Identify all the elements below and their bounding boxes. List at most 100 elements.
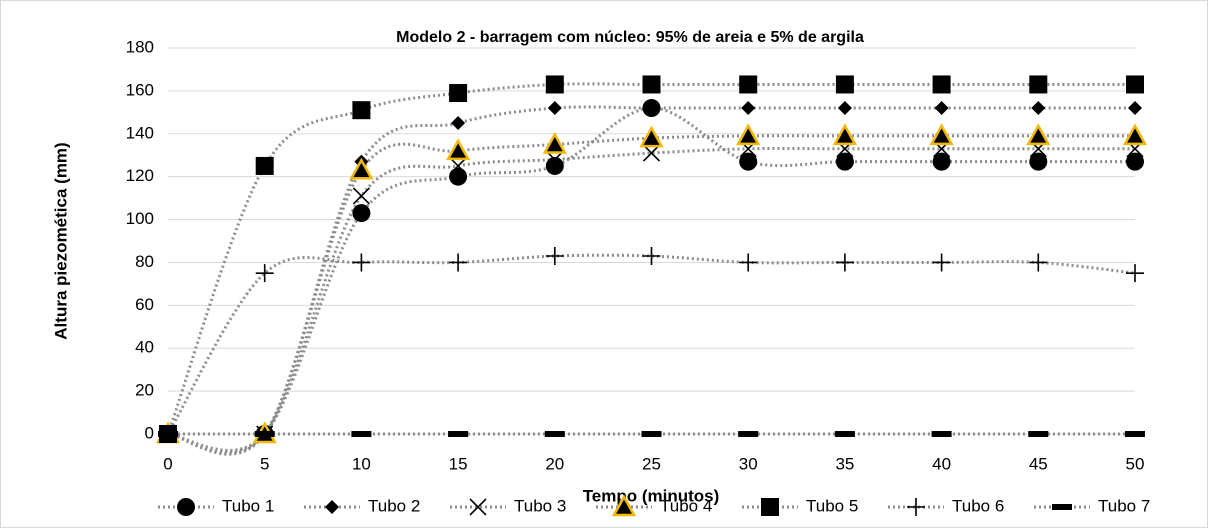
marker xyxy=(835,253,854,272)
marker xyxy=(448,431,469,437)
marker xyxy=(449,84,468,103)
x-tick-label: 40 xyxy=(932,454,951,473)
marker xyxy=(934,101,949,116)
legend-item: Tubo 1 xyxy=(158,496,274,516)
legend-label: Tubo 1 xyxy=(222,496,274,515)
series-line xyxy=(166,82,1135,435)
marker xyxy=(352,253,371,272)
marker xyxy=(931,431,952,437)
marker xyxy=(254,431,275,437)
marker xyxy=(545,247,564,266)
marker xyxy=(739,75,758,94)
marker xyxy=(545,75,564,94)
series-line xyxy=(166,253,1136,435)
marker xyxy=(542,131,567,154)
y-tick-label: 40 xyxy=(135,338,154,357)
marker xyxy=(738,431,759,437)
marker xyxy=(642,75,661,94)
marker xyxy=(255,264,274,283)
marker xyxy=(1126,75,1144,94)
marker xyxy=(639,125,664,148)
legend-label: Tubo 2 xyxy=(368,496,420,515)
marker xyxy=(451,116,466,131)
marker xyxy=(351,431,372,437)
x-axis-title: Tempo (minutos) xyxy=(583,486,720,505)
chart-title: Modelo 2 - barragem com núcleo: 95% de a… xyxy=(396,29,864,46)
marker xyxy=(1126,264,1144,283)
x-tick-label: 50 xyxy=(1126,454,1145,473)
marker xyxy=(449,167,468,186)
marker xyxy=(1128,101,1142,116)
marker xyxy=(1029,75,1048,94)
y-tick-label: 80 xyxy=(135,252,154,271)
marker xyxy=(445,138,471,161)
marker xyxy=(835,75,854,94)
marker xyxy=(352,187,370,205)
legend-label: Tubo 6 xyxy=(952,496,1004,515)
legend-label: Tubo 7 xyxy=(1098,496,1150,515)
y-tick-label: 0 xyxy=(145,423,154,442)
marker xyxy=(349,157,374,180)
x-tick-label: 10 xyxy=(352,454,371,473)
marker xyxy=(352,101,371,120)
marker xyxy=(932,253,951,272)
series-line xyxy=(167,146,1135,454)
marker xyxy=(545,156,564,175)
x-tick-label: 20 xyxy=(545,454,564,473)
legend-item: Tubo 2 xyxy=(304,496,420,515)
legend-item: Tubo 3 xyxy=(450,496,566,516)
marker xyxy=(641,431,662,437)
marker xyxy=(642,144,661,162)
marker xyxy=(1029,253,1048,272)
legend-item: Tubo 5 xyxy=(742,496,858,516)
y-tick-label: 100 xyxy=(126,209,154,228)
y-tick-label: 160 xyxy=(126,80,154,99)
x-tick-label: 45 xyxy=(1029,454,1048,473)
legend-marker xyxy=(177,498,195,516)
y-tick-label: 180 xyxy=(126,37,154,56)
x-tick-label: 15 xyxy=(449,454,468,473)
marker xyxy=(1125,431,1145,437)
marker xyxy=(1029,152,1048,171)
marker xyxy=(547,101,562,116)
x-tick-label: 0 xyxy=(163,454,172,473)
series-line xyxy=(167,134,1135,456)
legend-marker xyxy=(469,498,487,516)
marker xyxy=(932,152,951,171)
marker xyxy=(835,152,854,171)
y-axis-title: Altura piezomética (mm) xyxy=(51,142,70,339)
legend-marker xyxy=(1052,504,1072,510)
y-tick-label: 60 xyxy=(135,295,154,314)
marker xyxy=(644,101,659,116)
marker xyxy=(741,101,756,116)
y-tick-label: 140 xyxy=(126,123,154,142)
legend-marker xyxy=(907,498,925,516)
marker xyxy=(832,123,858,146)
marker xyxy=(255,156,274,175)
marker xyxy=(1126,152,1144,171)
marker xyxy=(739,152,758,171)
x-tick-label: 25 xyxy=(642,454,661,473)
marker xyxy=(834,431,855,437)
legend-item: Tubo 7 xyxy=(1034,496,1150,515)
x-tick-label: 30 xyxy=(739,454,758,473)
marker xyxy=(1026,123,1051,146)
y-tick-label: 120 xyxy=(126,166,154,185)
legend-label: Tubo 3 xyxy=(514,496,566,515)
marker xyxy=(1122,123,1148,146)
marker xyxy=(929,123,954,146)
marker xyxy=(736,123,761,146)
marker xyxy=(544,431,565,437)
marker xyxy=(158,431,178,437)
legend-item: Tubo 6 xyxy=(888,496,1004,516)
marker xyxy=(1028,431,1049,437)
legend-label: Tubo 4 xyxy=(660,496,712,515)
legend-label: Tubo 5 xyxy=(806,496,858,515)
marker xyxy=(449,157,467,175)
x-tick-label: 35 xyxy=(835,454,854,473)
marker xyxy=(449,253,468,272)
marker xyxy=(352,204,371,223)
marker xyxy=(932,75,951,94)
